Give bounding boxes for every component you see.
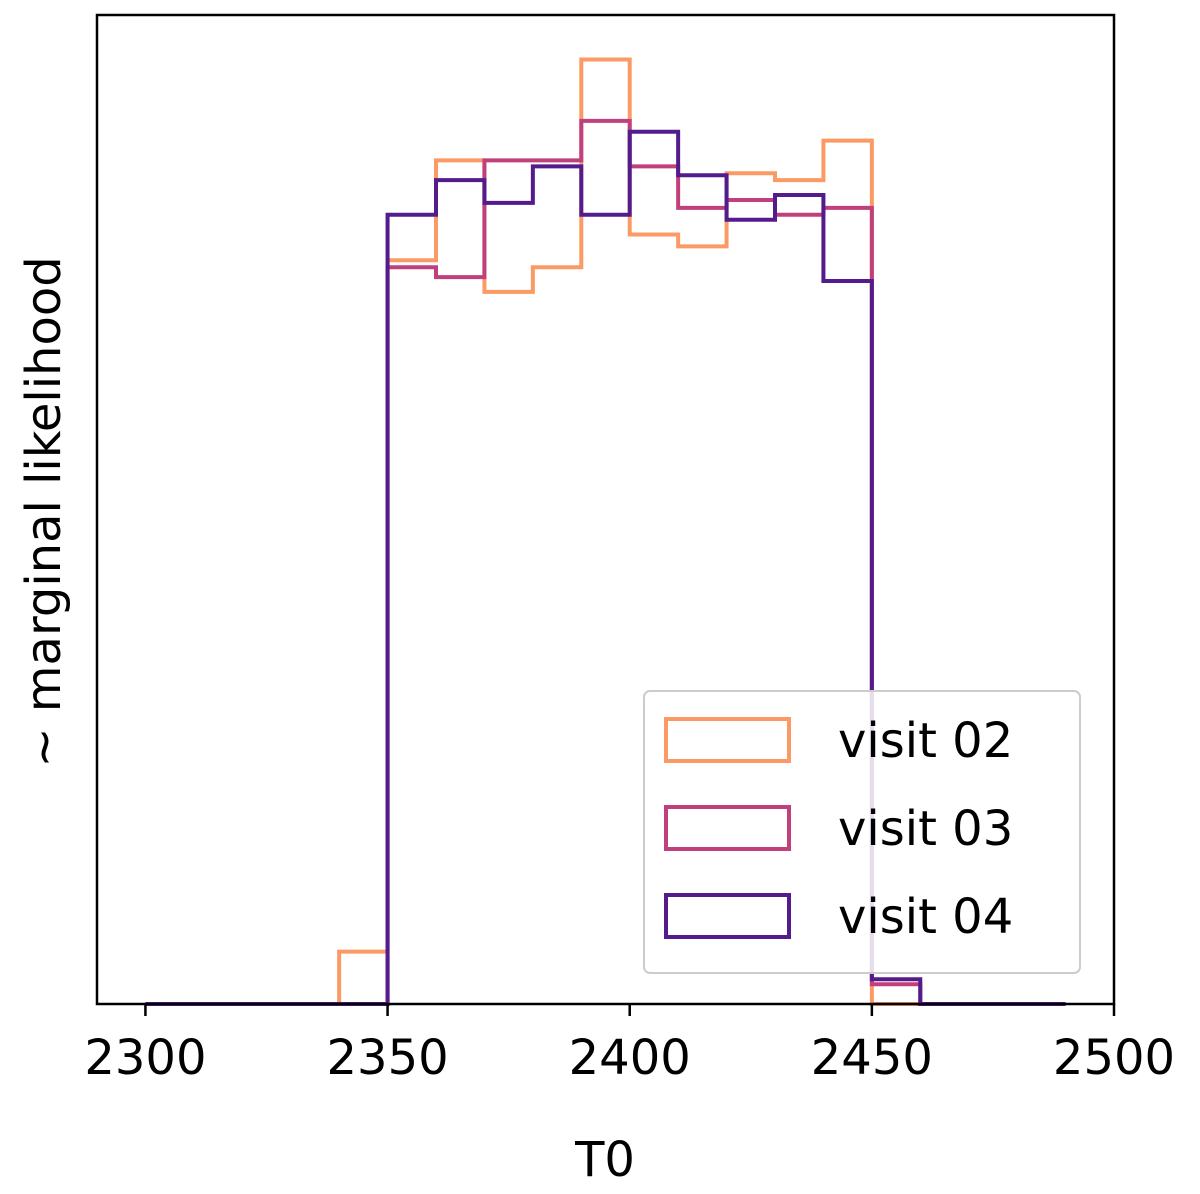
legend-label: visit 04 [838, 889, 1013, 945]
legend-swatch [664, 805, 791, 851]
series-line-visit-0 [145, 57, 1066, 1006]
plot-frame [95, 13, 1116, 1006]
x-tick-label: 2450 [811, 1030, 933, 1086]
x-axis-ticks: 2300 2350 2400 2450 2500 [84, 1004, 1175, 1086]
legend-swatch [664, 893, 791, 939]
legend-label: visit 02 [838, 713, 1013, 769]
x-tick-label: 2350 [326, 1030, 448, 1086]
y-axis-label: ~ marginal likelihood [16, 256, 72, 767]
legend-swatch [664, 717, 791, 763]
x-tick-label: 2500 [1053, 1030, 1175, 1086]
legend-label: visit 03 [838, 801, 1013, 857]
x-tick-label: 2400 [569, 1030, 691, 1086]
x-axis-label: T0 [574, 1132, 635, 1188]
x-tick-label: 2300 [84, 1030, 206, 1086]
legend: visit 02 visit 03 visit 04 [643, 690, 1081, 974]
